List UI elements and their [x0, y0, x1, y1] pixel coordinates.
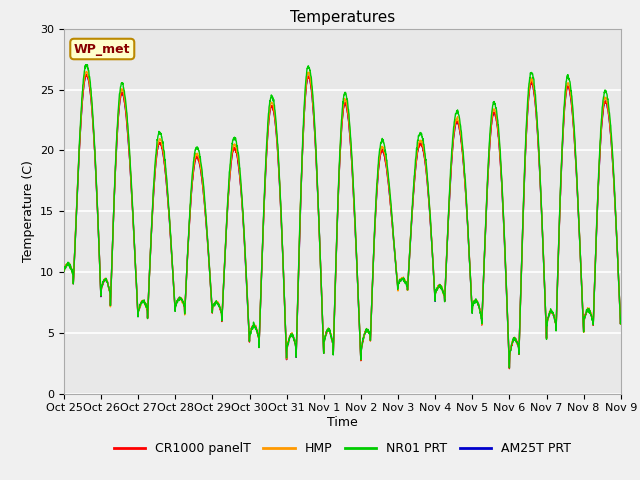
Text: WP_met: WP_met [74, 43, 131, 56]
X-axis label: Time: Time [327, 416, 358, 429]
Title: Temperatures: Temperatures [290, 10, 395, 25]
Legend: CR1000 panelT, HMP, NR01 PRT, AM25T PRT: CR1000 panelT, HMP, NR01 PRT, AM25T PRT [109, 437, 576, 460]
Y-axis label: Temperature (C): Temperature (C) [22, 160, 35, 262]
